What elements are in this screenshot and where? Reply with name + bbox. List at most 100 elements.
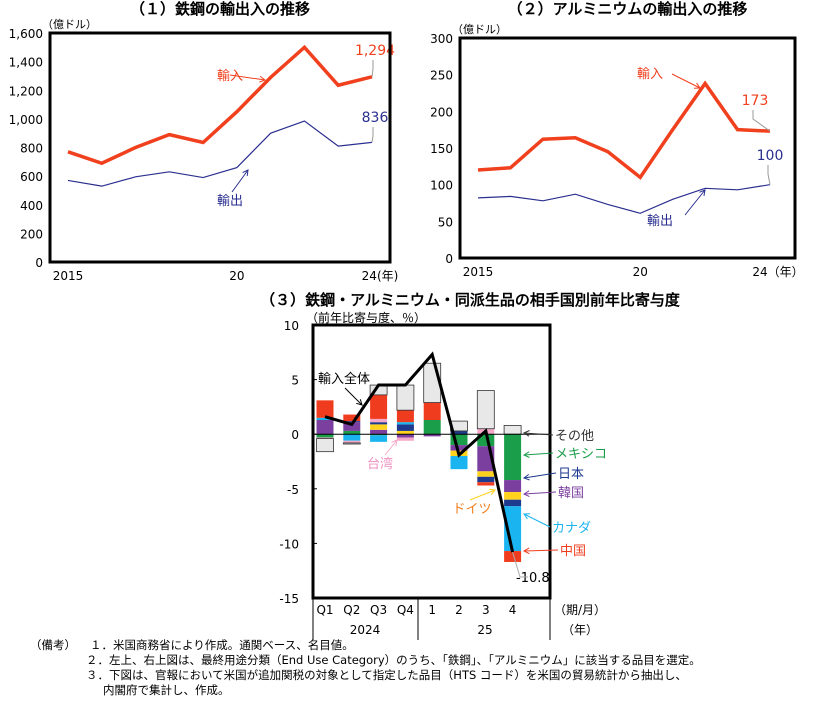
chart3-total-arrow-head bbox=[356, 399, 363, 406]
chart3-title: （３）鉄鋼・アルミニウム・同派生品の相手国別前年比寄与度 bbox=[260, 291, 681, 309]
chart3-xtick: Q2 bbox=[343, 603, 360, 617]
chart3-bar-1-seg bbox=[423, 362, 442, 403]
chart1-plot-frame bbox=[48, 31, 392, 264]
chart3-total-line bbox=[324, 351, 515, 553]
chart2-ytick: 0 bbox=[445, 252, 453, 266]
notes: （備考） １．米国商務省により作成。通関ベース、名目値。 ２．左上、右上図は、最終… bbox=[30, 638, 701, 698]
chart2-ylabel: （億ドル） bbox=[452, 23, 507, 36]
chart1-ytick: 800 bbox=[20, 142, 43, 156]
chart3-bar-3-seg bbox=[476, 390, 495, 430]
chart3-bar-Q3-seg bbox=[370, 394, 388, 419]
chart3-taiwan-arrow-head bbox=[391, 439, 398, 446]
chart3-legend-arrow-mexico-head bbox=[522, 451, 530, 458]
chart2-import-label: 輸入 bbox=[637, 67, 663, 82]
chart3-bar-Q3-seg bbox=[370, 424, 388, 430]
chart3-bar-Q4-seg bbox=[396, 437, 414, 441]
chart1-import-arrow bbox=[229, 74, 266, 81]
chart3-total-label: 輸入全体 bbox=[318, 371, 370, 387]
chart3-legend-arrow-japan bbox=[523, 472, 557, 479]
chart2-export-arrow bbox=[684, 189, 706, 216]
chart3-xtick: Q3 bbox=[370, 603, 387, 617]
chart3-legend-arrow-canada-head bbox=[523, 513, 531, 520]
chart3-bar-Q3-seg bbox=[370, 422, 388, 425]
chart3-bar-Q1-seg bbox=[316, 417, 334, 421]
chart2-xtick: 2015 bbox=[463, 265, 494, 279]
chart3-xtick: 2 bbox=[455, 603, 463, 617]
chart3-total-arrow bbox=[344, 387, 363, 406]
chart1-ytick: 1,200 bbox=[9, 84, 43, 98]
chart3-legend-china: 中国 bbox=[560, 544, 586, 559]
chart3-bar-3-seg bbox=[477, 476, 495, 483]
chart3-xtick: 3 bbox=[482, 603, 490, 617]
chart3-bar-4-seg bbox=[503, 425, 522, 435]
note-2: ２．左上、右上図は、最終用途分類（End Use Category）のうち、「鉄… bbox=[86, 653, 701, 667]
chart3-bar-1-seg bbox=[423, 434, 441, 437]
chart1-series-import-line bbox=[67, 44, 373, 166]
chart2-ytick: 200 bbox=[430, 105, 453, 119]
chart3-xtick: 1 bbox=[428, 603, 436, 617]
chart3-bar-Q2-seg bbox=[342, 442, 361, 445]
chart1-export-arrow bbox=[231, 169, 249, 193]
chart1-leader bbox=[371, 127, 374, 143]
chart1-ytick: 1,400 bbox=[9, 56, 43, 70]
chart3-taiwan-arrow bbox=[384, 439, 398, 456]
chart3-bar-Q4-seg bbox=[396, 424, 414, 431]
chart1-series-export-line bbox=[67, 120, 373, 187]
chart2-series-export-line bbox=[477, 184, 771, 214]
chart3-ytick: 0 bbox=[291, 428, 299, 442]
chart3-bar-Q1-seg bbox=[316, 437, 334, 439]
chart3-germany-arrow bbox=[469, 489, 496, 501]
chart1-ytick: 0 bbox=[35, 256, 43, 270]
chart1-ytick: 1,000 bbox=[9, 113, 43, 127]
chart1-import-label: 輸入 bbox=[217, 69, 243, 84]
chart2-leader bbox=[767, 165, 771, 185]
chart3-legend-arrow-china bbox=[523, 549, 559, 552]
chart1-export-arrow-head bbox=[242, 169, 249, 177]
chart3-bar-2-seg bbox=[450, 434, 468, 446]
chart1-end-label-import: 1,294 bbox=[355, 43, 395, 59]
chart3-plot-frame bbox=[311, 323, 552, 600]
chart3-bar-3-seg bbox=[477, 471, 495, 477]
chart2-import-arrow-head bbox=[693, 82, 701, 89]
chart3-legend-japan: 日本 bbox=[558, 467, 584, 482]
chart2-series-import-line bbox=[477, 80, 771, 180]
chart3-xunit2: （年） bbox=[562, 623, 598, 637]
chart3-bar-3-seg bbox=[477, 482, 495, 486]
chart2-title: （２）アルミニウムの輸出入の推移 bbox=[508, 0, 748, 18]
chart1-xtick: 2015 bbox=[53, 269, 84, 283]
chart3-bar-1-seg bbox=[423, 402, 441, 421]
chart1-import-arrow-head bbox=[259, 76, 267, 83]
chart3-bar-4-seg bbox=[504, 499, 522, 507]
chart1-ytick: 1,600 bbox=[9, 27, 43, 41]
chart1-title: （１）鉄鋼の輸出入の推移 bbox=[130, 0, 310, 18]
chart3-bar-Q4-seg bbox=[396, 384, 415, 411]
chart1-xtick: 20 bbox=[229, 269, 244, 283]
chart2-ytick: 50 bbox=[438, 215, 453, 229]
chart3-legend-arrow-korea-head bbox=[522, 490, 530, 497]
chart3-ylabel: （前年比寄与度、％） bbox=[306, 310, 426, 325]
chart3-bar-4-seg bbox=[504, 551, 522, 562]
chart3-bar-Q1-seg bbox=[316, 434, 334, 438]
chart3-bar-Q2-seg bbox=[343, 414, 361, 422]
chart3-bar-Q2-seg bbox=[343, 434, 361, 441]
chart3-legend-arrow-china-head bbox=[522, 547, 530, 555]
note-3-cont: 内閣府で集計し、作成。 bbox=[103, 683, 230, 697]
chart2-plot-frame bbox=[458, 36, 797, 260]
chart2-end-label-export: 100 bbox=[757, 148, 784, 164]
chart3-bar-2-seg bbox=[450, 456, 468, 470]
chart3-bar-Q2-seg bbox=[343, 422, 361, 431]
note-1: １．米国商務省により作成。通関ベース、名目値。 bbox=[90, 638, 354, 652]
chart3-ytick: -5 bbox=[287, 483, 299, 497]
chart2-leader bbox=[752, 110, 771, 132]
chart3-legend-canada: カナダ bbox=[552, 521, 591, 536]
chart3-legend-arrow-japan-head bbox=[522, 473, 530, 481]
chart3-bar-Q3-seg bbox=[370, 429, 388, 435]
chart3-bar-2-seg bbox=[450, 445, 468, 451]
chart3-ytick: -10 bbox=[279, 537, 299, 551]
chart2-import-arrow bbox=[671, 73, 701, 89]
chart1-xtick: 24(年) bbox=[362, 269, 399, 283]
chart3-ytick: -15 bbox=[279, 592, 299, 606]
chart3-bar-4-seg bbox=[504, 480, 522, 493]
chart3-xtick: Q1 bbox=[316, 603, 333, 617]
